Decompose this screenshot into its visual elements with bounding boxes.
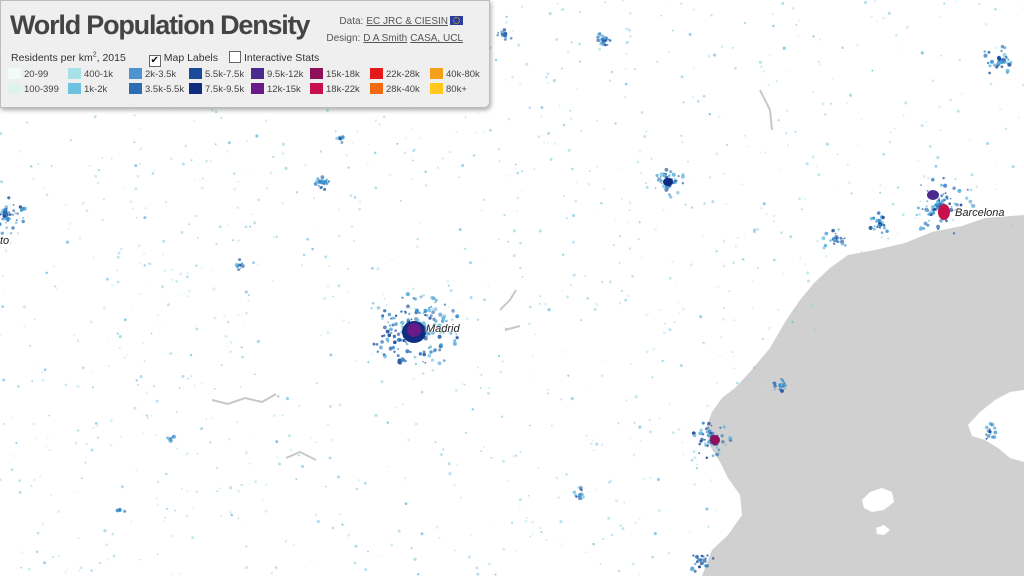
formentera-island [876,525,890,535]
map-labels-toggle[interactable]: ✔ Map Labels [148,52,219,67]
legend-label: 1k-2k [84,84,108,95]
density-legend: 20-99 100-399 400-1k 1k-2k 2k-3.5k 3.5k-5.5k 5… [8,68,488,102]
legend-label: 40k-80k [446,69,480,80]
legend-item: 3.5k-5.5k [129,83,184,97]
legend-item: 22k-28k [370,68,420,82]
legend-item: 7.5k-9.5k [189,83,244,97]
legend-item: 9.5k-12k [251,68,303,82]
mallorca-island [968,390,1024,462]
legend-swatch [129,83,142,94]
legend-swatch [310,83,323,94]
legend-label: 18k-22k [326,84,360,95]
page-title: World Population Density [10,10,310,40]
data-source-link[interactable]: EC JRC & CIESIN [366,16,448,27]
legend-swatch [189,68,202,79]
legend-swatch [68,68,81,79]
mediterranean-sea [702,215,1024,576]
eu-flag-icon [450,16,463,25]
city-label-madrid: Madrid [426,323,460,335]
ibiza-island [862,488,894,512]
legend-swatch [68,83,81,94]
credits: Data: EC JRC & CIESIN Design: D A Smith CAS… [326,13,463,47]
interactive-stats-toggle[interactable]: Interactive Stats [228,51,320,64]
legend-item: 15k-18k [310,68,360,82]
legend-swatch [8,83,21,94]
legend-swatch [129,68,142,79]
design-credit-label: Design: [326,33,361,44]
residents-label-sup: 2 [92,51,97,59]
legend-label: 80k+ [446,84,467,95]
map-labels-label: Map Labels [163,52,219,64]
legend-label: 400-1k [84,69,114,80]
legend-swatch [310,68,323,79]
legend-item: 12k-15k [251,83,301,97]
legend-label: 22k-28k [386,69,420,80]
legend-item: 18k-22k [310,83,360,97]
legend-item: 5.5k-7.5k [189,68,244,82]
legend-label: 28k-40k [386,84,420,95]
legend-label: 100-399 [24,84,59,95]
legend-label: 2k-3.5k [145,69,177,80]
legend-item: 1k-2k [68,83,107,97]
legend-swatch [251,68,264,79]
inland-water [211,89,773,461]
legend-item: 80k+ [430,83,467,97]
city-label-barcelona: Barcelona [955,207,1005,219]
design-credit: Design: D A Smith CASA, UCL [326,30,463,47]
legend-label: 5.5k-7.5k [205,69,245,80]
controls-row: Residents per km2, 2015 ✔ Map Labels Inte… [11,51,319,67]
legend-swatch [430,83,443,94]
designer-link[interactable]: D A Smith [363,33,408,44]
city-label-partial: to [0,235,10,247]
legend-item: 28k-40k [370,83,420,97]
city-hotspots [402,178,950,445]
legend-item: 2k-3.5k [129,68,176,82]
institution-link[interactable]: CASA, UCL [410,33,463,44]
legend-label: 9.5k-12k [267,69,304,80]
legend-item: 100-399 [8,83,59,97]
interactive-stats-checkbox[interactable] [228,51,241,63]
legend-swatch [430,68,443,79]
legend-item: 40k-80k [430,68,480,82]
residents-label: Residents per km2, 2015 [11,51,126,65]
info-panel: World Population Density Data: EC JRC & C… [0,0,490,108]
map-labels-checkbox[interactable]: ✔ [148,55,161,67]
residents-label-year: , 2015 [96,52,126,64]
legend-label: 3.5k-5.5k [145,84,185,95]
data-credit-label: Data: [339,16,364,27]
legend-swatch [370,83,383,94]
legend-swatch [189,83,202,94]
interactive-stats-label: Interactive Stats [243,52,320,64]
legend-label: 15k-18k [326,69,360,80]
legend-label: 12k-15k [267,84,301,95]
legend-swatch [251,83,264,94]
legend-label: 7.5k-9.5k [205,84,245,95]
legend-item: 400-1k [68,68,113,82]
legend-item: 20-99 [8,68,48,82]
legend-label: 20-99 [24,69,49,80]
legend-swatch [370,68,383,79]
residents-label-text: Residents per km [11,52,93,64]
data-credit: Data: EC JRC & CIESIN [326,13,463,30]
legend-swatch [8,68,21,79]
